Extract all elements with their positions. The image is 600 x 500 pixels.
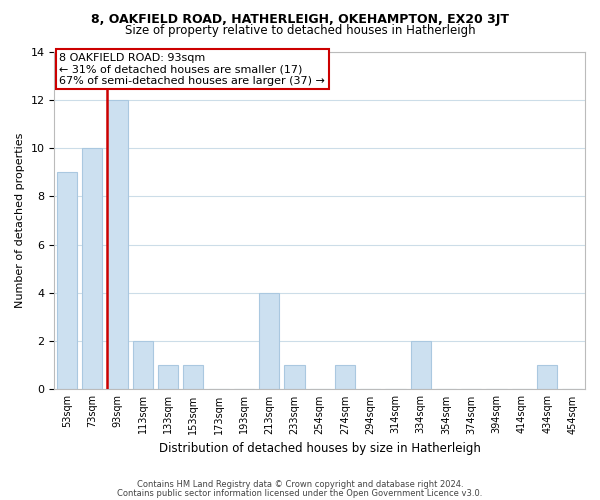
Bar: [57, 172, 77, 390]
Y-axis label: Number of detached properties: Number of detached properties: [15, 133, 25, 308]
Bar: [158, 366, 178, 390]
Bar: [183, 366, 203, 390]
Bar: [335, 366, 355, 390]
Text: Size of property relative to detached houses in Hatherleigh: Size of property relative to detached ho…: [125, 24, 475, 37]
Bar: [410, 341, 431, 390]
Text: Contains public sector information licensed under the Open Government Licence v3: Contains public sector information licen…: [118, 489, 482, 498]
Bar: [537, 366, 557, 390]
Bar: [284, 366, 305, 390]
Bar: [133, 341, 153, 390]
Text: 8, OAKFIELD ROAD, HATHERLEIGH, OKEHAMPTON, EX20 3JT: 8, OAKFIELD ROAD, HATHERLEIGH, OKEHAMPTO…: [91, 12, 509, 26]
Text: Contains HM Land Registry data © Crown copyright and database right 2024.: Contains HM Land Registry data © Crown c…: [137, 480, 463, 489]
Bar: [107, 100, 128, 390]
Bar: [259, 293, 279, 390]
Text: 8 OAKFIELD ROAD: 93sqm
← 31% of detached houses are smaller (17)
67% of semi-det: 8 OAKFIELD ROAD: 93sqm ← 31% of detached…: [59, 52, 325, 86]
X-axis label: Distribution of detached houses by size in Hatherleigh: Distribution of detached houses by size …: [159, 442, 481, 455]
Bar: [82, 148, 103, 390]
